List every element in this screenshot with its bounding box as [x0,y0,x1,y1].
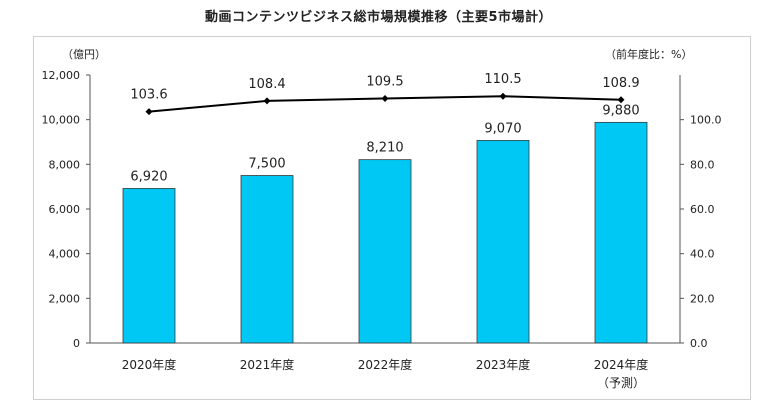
x-tick-label: 2021年度 [240,357,295,372]
left-tick-label: 6,000 [49,203,81,216]
left-tick-label: 2,000 [49,292,81,305]
x-tick-label: 2020年度 [122,357,177,372]
right-tick-label: 40.0 [690,248,715,261]
left-tick-label: 10,000 [42,114,81,127]
left-tick-label: 0 [73,337,80,350]
yoy-value-label: 110.5 [484,72,521,87]
left-axis-label: （億円） [62,48,106,61]
bar-value-label: 9,880 [602,103,639,118]
yoy-marker [617,96,625,104]
x-tick-label: 2024年度 [594,357,649,372]
bar-value-label: 9,070 [484,121,521,136]
bar [122,188,176,344]
right-tick-label: 60.0 [690,203,715,216]
right-axis-label: （前年度比：%） [605,47,692,61]
right-tick-label: 80.0 [690,158,715,171]
bar-value-label: 6,920 [130,169,167,184]
yoy-marker [145,108,153,116]
yoy-marker [381,94,389,102]
x-tick-label: 2022年度 [358,357,413,372]
yoy-value-label: 103.6 [130,88,167,103]
bar [358,159,412,344]
x-tick-label: 2023年度 [476,357,531,372]
yoy-marker [499,92,507,100]
bar-value-label: 7,500 [248,157,285,172]
right-tick-label: 100.0 [690,114,722,127]
chart-title: 動画コンテンツビジネス総市場規模推移（主要5市場計） [204,10,553,25]
yoy-value-label: 108.9 [602,76,639,91]
yoy-value-label: 108.4 [248,77,285,92]
right-tick-label: 0.0 [690,337,708,350]
bar [476,140,530,344]
bar [594,121,648,344]
bar [240,175,294,344]
chart-frame [33,36,751,400]
left-tick-label: 12,000 [42,69,81,82]
bar-value-label: 8,210 [366,141,403,156]
left-tick-label: 8,000 [49,158,81,171]
x-tick-sublabel: （予測） [597,376,645,390]
right-tick-label: 20.0 [690,292,715,305]
yoy-marker [263,97,271,105]
left-tick-label: 4,000 [49,248,81,261]
yoy-value-label: 109.5 [366,74,403,89]
